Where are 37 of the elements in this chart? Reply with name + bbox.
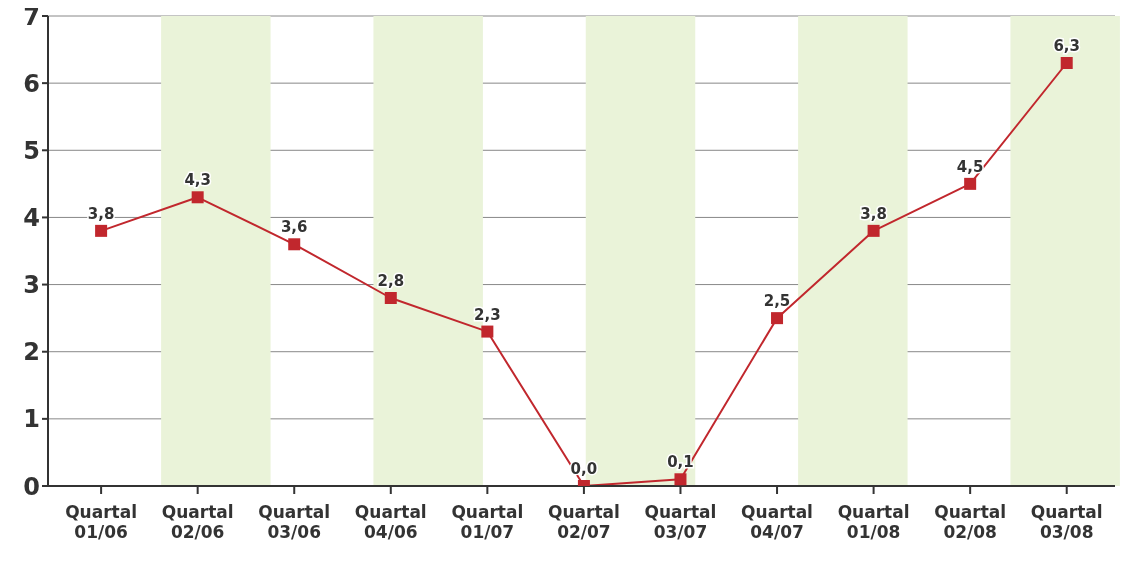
point: [771, 312, 784, 325]
x-tick-label: Quartal 04/07: [741, 502, 813, 542]
x-tick-label: Quartal 04/06: [354, 502, 427, 542]
point: [867, 224, 880, 237]
point: [95, 224, 108, 237]
y-tick-label: 1: [23, 405, 40, 434]
x-tick-label: Quartal 02/08: [934, 502, 1007, 542]
data-label: 3,6: [280, 218, 308, 237]
point: [191, 191, 204, 204]
point: [674, 473, 687, 486]
y-tick-label: 3: [23, 271, 40, 300]
point: [384, 292, 397, 304]
x-tick-label: Quartal 02/06: [161, 502, 234, 542]
data-label: 4,3: [184, 171, 211, 190]
y-tick-label: 4: [23, 203, 40, 232]
y-tick-label: 2: [23, 338, 40, 367]
x-tick-label: Quartal 03/08: [1030, 502, 1103, 542]
x-tick-label: Quartal 03/06: [258, 502, 331, 542]
point: [964, 177, 977, 190]
data-label: 6,3: [1053, 37, 1081, 55]
point: [481, 325, 494, 338]
point: [1060, 57, 1073, 69]
x-tick-label: Quartal 02/07: [547, 502, 620, 542]
x-tick-label: Quartal 01/08: [837, 502, 910, 542]
data-label: 3,8: [87, 204, 115, 223]
y-tick-label: 6: [23, 69, 40, 98]
x-tick-label: Quartal 01/06: [65, 502, 138, 542]
data-label: 2,8: [377, 272, 405, 290]
data-label: 4,5: [956, 157, 984, 176]
data-label: 3,8: [860, 204, 887, 223]
x-tick-label: Quartal 01/07: [451, 502, 524, 542]
y-tick-label: 5: [23, 136, 40, 165]
data-label: 2,3: [474, 305, 501, 324]
data-label: 2,5: [763, 292, 791, 311]
point: [288, 238, 301, 251]
y-tick-label: 0: [23, 472, 40, 501]
x-tick-label: Quartal 03/07: [644, 502, 717, 542]
